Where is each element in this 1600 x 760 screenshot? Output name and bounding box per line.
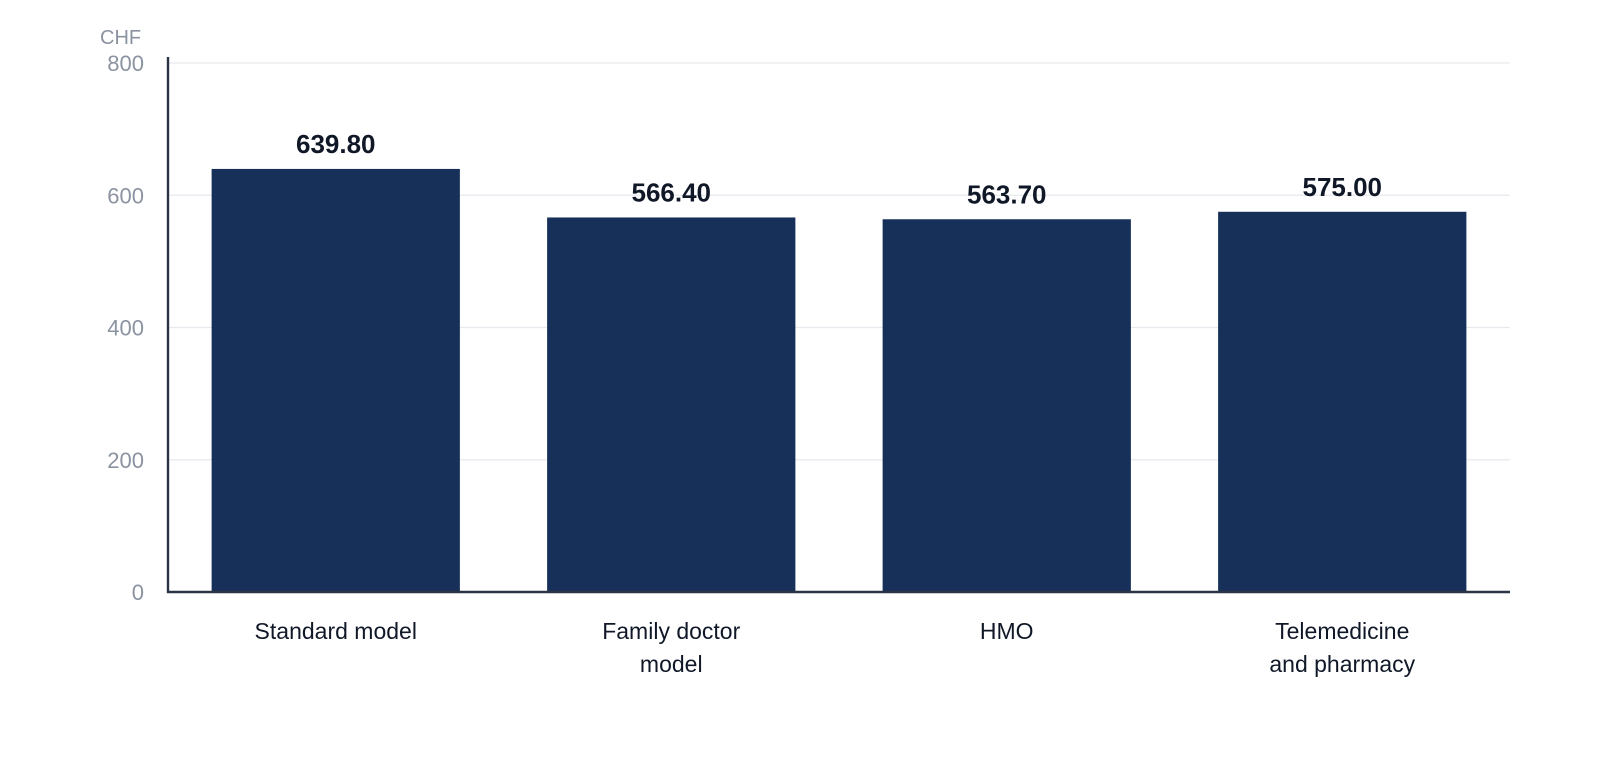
category-label-line: Telemedicine bbox=[1275, 618, 1409, 644]
category-label-line: HMO bbox=[980, 618, 1034, 644]
data-labels: 639.80 566.40 563.70 575.00 bbox=[296, 129, 1382, 209]
data-label-4: 575.00 bbox=[1302, 172, 1382, 202]
y-tick-label-800: 800 bbox=[107, 51, 144, 76]
bars bbox=[211, 168, 1467, 593]
category-label-3: HMO bbox=[980, 618, 1034, 644]
y-tick-labels: 0 200 400 600 800 bbox=[107, 51, 144, 605]
category-labels: Standard model Family doctor model HMO Telem… bbox=[255, 618, 1416, 677]
y-tick-label-200: 200 bbox=[107, 448, 144, 473]
y-tick-label-400: 400 bbox=[107, 316, 144, 341]
bar-4 bbox=[1218, 211, 1467, 592]
category-label-1: Standard model bbox=[255, 618, 417, 644]
data-label-2: 566.40 bbox=[631, 177, 711, 207]
category-label-2: Family doctor model bbox=[602, 618, 740, 677]
data-label-1: 639.80 bbox=[296, 129, 376, 159]
bar-2 bbox=[547, 217, 796, 592]
category-label-line: and pharmacy bbox=[1269, 651, 1415, 677]
category-label-line: model bbox=[640, 651, 703, 677]
data-label-3: 563.70 bbox=[967, 179, 1047, 209]
y-tick-label-0: 0 bbox=[132, 580, 144, 605]
y-axis-unit-label: CHF bbox=[100, 27, 141, 49]
category-label-4: Telemedicine and pharmacy bbox=[1269, 618, 1415, 677]
bar-3 bbox=[882, 219, 1131, 593]
category-label-line: Standard model bbox=[255, 618, 417, 644]
y-tick-label-600: 600 bbox=[107, 183, 144, 208]
axes bbox=[166, 57, 1510, 594]
bar-1 bbox=[211, 168, 460, 592]
category-label-line: Family doctor bbox=[602, 618, 740, 644]
